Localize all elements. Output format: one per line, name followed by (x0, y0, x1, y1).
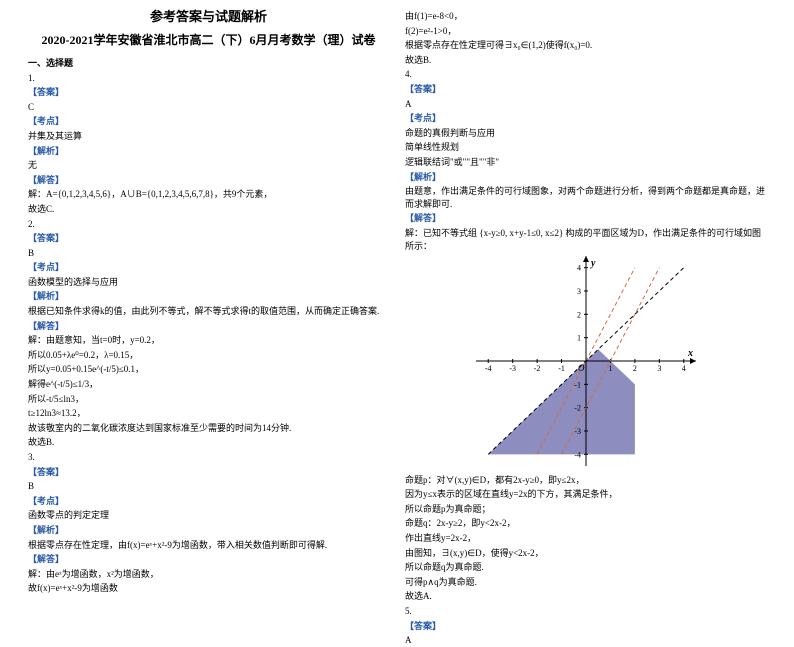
right-column: 由f(1)=e-8<0， f(2)=e²-1>0， 根据零点存在性定理可得∃x₀… (397, 8, 774, 554)
q2-num: 2. (28, 218, 389, 231)
r-line3: 根据零点存在性定理可得∃x₀∈(1,2)使得f(x₀)=0. (405, 39, 766, 52)
q5-answer: A (405, 634, 766, 647)
q2-line2: 解得e^(-t/5)≤1/3， (28, 378, 389, 391)
q4-kaodian-a: 命题的真假判断与应用 (405, 127, 766, 140)
jieda-label: 【解答】 (28, 174, 389, 187)
text-line: 所以命题q为真命题. (405, 561, 766, 574)
jiexi-label: 【解析】 (28, 524, 389, 537)
q3-jiexi: 根据零点存在性定理，由f(x)=eˣ+x²-9为增函数，带入相关数值判断即可得解… (28, 539, 389, 552)
answer-label: 【答案】 (405, 83, 766, 96)
q4-jieda: 解：已知不等式组 {x-y≥0, x+y-1≤0, x≤2} 构成的平面区域为D… (405, 227, 766, 252)
svg-text:x: x (687, 348, 693, 359)
svg-text:4: 4 (681, 364, 685, 373)
q4-kaodian-b: 简单线性规划 (405, 141, 766, 154)
kaodian-label: 【考点】 (28, 495, 389, 508)
q4-answer: A (405, 98, 766, 111)
kaodian-label: 【考点】 (405, 112, 766, 125)
q2-jieda-b: 所以0.05+λe⁰=0.2，λ=0.15， (28, 349, 389, 362)
answer-label: 【答案】 (405, 620, 766, 633)
q1-answer: C (28, 101, 389, 114)
q4-jiexi: 由题意，作出满足条件的可行域图象，对两个命题进行分析，得到两个命题都是真命题，进… (405, 185, 766, 210)
text-line: 命题p：对∀(x,y)∈D，都有2x-y≥0，即y≤2x， (405, 474, 766, 487)
jieda-label: 【解答】 (405, 212, 766, 225)
svg-text:-1: -1 (574, 380, 581, 389)
jiexi-label: 【解析】 (405, 171, 766, 184)
text-line: 作出直线y=2x-2， (405, 532, 766, 545)
answer-label: 【答案】 (28, 86, 389, 99)
answer-label: 【答案】 (28, 232, 389, 245)
section-heading: 一、选择题 (28, 57, 389, 70)
text-line: 故选A. (405, 590, 766, 603)
text-line: 所以命题p为真命题； (405, 503, 766, 516)
svg-text:y: y (590, 258, 596, 269)
q2-kaodian: 函数模型的选择与应用 (28, 276, 389, 289)
text-line: 由图知，∃(x,y)∈D，使得y<2x-2， (405, 547, 766, 560)
svg-text:2: 2 (632, 364, 636, 373)
r-line4: 故选B. (405, 54, 766, 67)
r-line1: 由f(1)=e-8<0， (405, 10, 766, 23)
jiexi-label: 【解析】 (28, 290, 389, 303)
q3-answer: B (28, 480, 389, 493)
kaodian-label: 【考点】 (28, 261, 389, 274)
jieda-label: 【解答】 (28, 320, 389, 333)
svg-text:-1: -1 (558, 364, 565, 373)
q1-num: 1. (28, 72, 389, 85)
after-chart-lines: 命题p：对∀(x,y)∈D，都有2x-y≥0，即y≤2x，因为y≤x表示的区域在… (405, 474, 766, 603)
r-line2: f(2)=e²-1>0， (405, 25, 766, 38)
q3-num: 3. (28, 451, 389, 464)
sub-title: 2020-2021学年安徽省淮北市高二（下）6月月考数学（理）试卷 (28, 32, 389, 49)
answer-label: 【答案】 (28, 466, 389, 479)
q2-line3: 所以-t/5≤ln3， (28, 393, 389, 406)
q5-num: 5. (405, 605, 766, 618)
q2-answer: B (28, 247, 389, 260)
q2-line1: 所以y=0.05+0.15e^(-t/5)≤0.1， (28, 363, 389, 376)
q1-jieda-a: 解：A={0,1,2,3,4,5,6}，A∪B={0,1,2,3,4,5,6,7… (28, 188, 389, 201)
main-title: 参考答案与试题解析 (28, 8, 389, 26)
q2-line6: 故选B. (28, 436, 389, 449)
q3-jieda-b: 故f(x)=eˣ+x²-9为增函数 (28, 582, 389, 595)
q1-jieda-b: 故选C. (28, 203, 389, 216)
svg-text:3: 3 (577, 287, 581, 296)
q1-jiexi: 无 (28, 159, 389, 172)
jiexi-label: 【解析】 (28, 145, 389, 158)
q3-jieda-a: 解：由eˣ为增函数，x²为增函数， (28, 568, 389, 581)
svg-text:O: O (578, 363, 585, 373)
text-line: 因为y≤x表示的区域在直线y=2x的下方，其满足条件， (405, 488, 766, 501)
text-line: 可得p∧q为真命题. (405, 576, 766, 589)
svg-text:4: 4 (577, 264, 581, 273)
svg-text:1: 1 (577, 334, 581, 343)
svg-text:-4: -4 (574, 450, 581, 459)
q4-num: 4. (405, 68, 766, 81)
q2-line5: 故该敬室内的二氧化碳浓度达到国家标准至少需要的时间为14分钟. (28, 422, 389, 435)
svg-text:-2: -2 (574, 404, 581, 413)
q2-jiexi: 根据已知条件求得k的值，由此列不等式，解不等式求得t的取值范围，从而确定正确答案… (28, 305, 389, 318)
left-column: 参考答案与试题解析 2020-2021学年安徽省淮北市高二（下）6月月考数学（理… (20, 8, 397, 554)
q1-kaodian: 并集及其运算 (28, 130, 389, 143)
q2-line4: t≥12ln3≈13.2， (28, 407, 389, 420)
svg-text:-3: -3 (509, 364, 516, 373)
page: 参考答案与试题解析 2020-2021学年安徽省淮北市高二（下）6月月考数学（理… (0, 0, 794, 562)
text-line: 命题q：2x-y≥2，即y<2x-2， (405, 517, 766, 530)
q3-kaodian: 函数零点的判定定理 (28, 509, 389, 522)
svg-text:-2: -2 (533, 364, 540, 373)
q2-jieda-a: 解：由题意知，当t=0时，y=0.2， (28, 334, 389, 347)
svg-text:-4: -4 (484, 364, 491, 373)
jieda-label: 【解答】 (28, 553, 389, 566)
kaodian-label: 【考点】 (28, 115, 389, 128)
q4-kaodian-c: 逻辑联结词"或""且""非" (405, 156, 766, 169)
region-chart: -4-3-2-11234-4-3-2-11234yxO (405, 256, 766, 470)
svg-text:1: 1 (608, 364, 612, 373)
svg-text:3: 3 (657, 364, 661, 373)
chart-svg: -4-3-2-11234-4-3-2-11234yxO (476, 256, 696, 466)
svg-text:2: 2 (577, 310, 581, 319)
